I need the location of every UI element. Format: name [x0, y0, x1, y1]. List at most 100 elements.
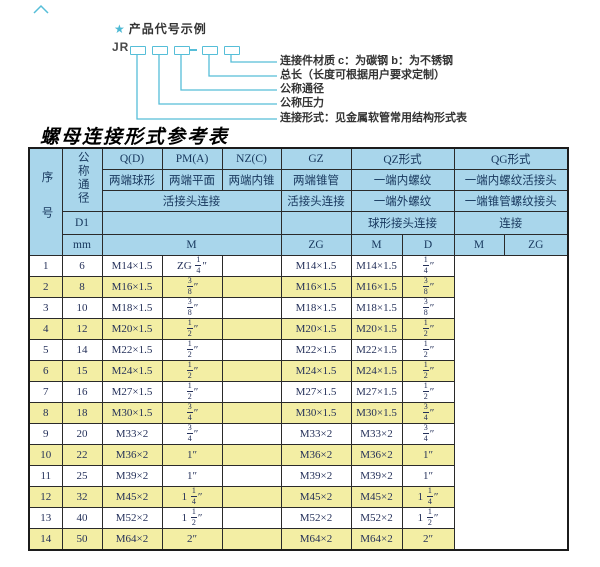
cell-qg-zg: 3 8 ″ [401, 296, 455, 319]
table-row: 4 12 M20×1.5 1 2 ″ M20×1.5 M20×1.5 1 2 ″ [28, 317, 568, 340]
cell-dn: 6 [61, 254, 103, 277]
cell-gz-zg: 3 4 ″ [161, 401, 223, 424]
col-header-m: M [101, 233, 282, 256]
col-header-d1: D1 [61, 210, 103, 235]
empty-cell [101, 210, 282, 235]
code-box [130, 46, 146, 55]
cell-m: M16×1.5 [101, 275, 163, 298]
cell-qz-d: M52×2 [280, 506, 352, 529]
cell-qg-m: M45×2 [350, 485, 403, 508]
cell-qg-zg: 1 4 ″ [401, 254, 455, 277]
cell-m: M22×1.5 [101, 338, 163, 361]
unit-mm: mm [61, 233, 103, 256]
cell-qz-d: M20×1.5 [280, 317, 352, 340]
cell-gz-zg: 1 2 ″ [161, 317, 223, 340]
cell-dn: 22 [61, 443, 103, 466]
cell-qz-m [221, 317, 282, 340]
leader-line [180, 54, 277, 91]
cell-gz-zg: 1″ [161, 443, 223, 466]
table-row: 9 20 M33×2 3 4 ″ M33×2 M33×2 3 4 ″ [28, 422, 568, 445]
qz-description-2: 一端外螺纹 [350, 189, 455, 212]
cell-qz-m [221, 506, 282, 529]
cell-qz-d: M24×1.5 [280, 359, 352, 382]
cell-dn: 18 [61, 401, 103, 424]
cell-no: 12 [28, 485, 63, 508]
cell-no: 10 [28, 443, 63, 466]
table-container: 序号 公称通径 Q(D) PM(A) NZ(C) GZ QZ形式 QG形式 两端… [28, 147, 569, 551]
cell-m: M52×2 [101, 506, 163, 529]
code-box [174, 46, 190, 55]
cell-qg-m: M27×1.5 [350, 380, 403, 403]
cell-qz-d: M45×2 [280, 485, 352, 508]
cell-qg-m: M39×2 [350, 464, 403, 487]
table-row: 5 14 M22×1.5 1 2 ″ M22×1.5 M22×1.5 1 2 ″ [28, 338, 568, 361]
col-header-qz-d: D [401, 233, 455, 256]
cell-no: 9 [28, 422, 63, 445]
cell-m: M45×2 [101, 485, 163, 508]
cell-qz-d: M14×1.5 [280, 254, 352, 277]
col-header-qd: Q(D) [101, 147, 163, 170]
code-box [152, 46, 168, 55]
cell-no: 7 [28, 380, 63, 403]
code-label-connection-form: 连接形式：见金属软管常用结构形式表 [280, 112, 467, 124]
cell-qz-m [221, 275, 282, 298]
qg-description-1: 一端内螺纹活接头 [453, 168, 569, 191]
cell-m: M39×2 [101, 464, 163, 487]
col-header-pma: PM(A) [161, 147, 223, 170]
cell-gz-zg: 1″ [161, 464, 223, 487]
cell-dn: 40 [61, 506, 103, 529]
cell-qz-m [221, 380, 282, 403]
table-row: 13 40 M52×2 1 1 2 ″ M52×2 M52×2 1 1 2 ″ [28, 506, 568, 529]
qd-description: 两端球形 [101, 168, 163, 191]
table-row: 2 8 M16×1.5 3 8 ″ M16×1.5 M16×1.5 3 8 ″ [28, 275, 568, 298]
col-header-nominal-diameter: 公称通径 [61, 147, 103, 212]
section-heading: ★ 产品代号示例 [114, 20, 207, 37]
cell-m: M24×1.5 [101, 359, 163, 382]
code-dash [190, 49, 197, 51]
empty-cell [280, 210, 352, 235]
cell-m: M20×1.5 [101, 317, 163, 340]
cell-qg-m: M24×1.5 [350, 359, 403, 382]
cell-qg-zg: 1 2 ″ [401, 317, 455, 340]
cell-qz-d: M33×2 [280, 422, 352, 445]
cell-qg-m: M20×1.5 [350, 317, 403, 340]
cell-gz-zg: 1 1 4 ″ [161, 485, 223, 508]
cell-no: 11 [28, 464, 63, 487]
cell-gz-zg: ZG 1 4 ″ [161, 254, 223, 277]
cell-qz-m [221, 443, 282, 466]
table-header: 序号 公称通径 Q(D) PM(A) NZ(C) GZ QZ形式 QG形式 两端… [28, 147, 569, 256]
qz-connection-label: 球形接头连接 [350, 210, 455, 235]
cell-dn: 50 [61, 527, 103, 550]
leader-line [158, 54, 277, 105]
cell-qz-d: M39×2 [280, 464, 352, 487]
code-prefix: JR [112, 40, 130, 54]
cell-dn: 10 [61, 296, 103, 319]
cell-qg-m: M16×1.5 [350, 275, 403, 298]
cell-dn: 20 [61, 422, 103, 445]
cell-no: 8 [28, 401, 63, 424]
table-row: 12 32 M45×2 1 1 4 ″ M45×2 M45×2 1 1 4 ″ [28, 485, 568, 508]
cell-qg-m: M22×1.5 [350, 338, 403, 361]
cell-qz-m [221, 338, 282, 361]
cell-no: 13 [28, 506, 63, 529]
cell-qz-d: M22×1.5 [280, 338, 352, 361]
table-row: 3 10 M18×1.5 3 8 ″ M18×1.5 M18×1.5 3 8 ″ [28, 296, 568, 319]
cell-qz-m [221, 254, 282, 277]
cell-qg-m: M36×2 [350, 443, 403, 466]
table-row: 7 16 M27×1.5 1 2 ″ M27×1.5 M27×1.5 1 2 ″ [28, 380, 568, 403]
cell-qz-m [221, 296, 282, 319]
code-box [224, 46, 240, 55]
col-header-nzc: NZ(C) [221, 147, 282, 170]
table-body: 1 6 M14×1.5 ZG 1 4 ″ M14×1.5 M14×1.5 1 4 ″ 2 8 M16×1.… [28, 254, 568, 550]
cell-qg-zg: 1 2 ″ [401, 338, 455, 361]
cell-qg-zg: 3 4 ″ [401, 422, 455, 445]
cell-qg-zg: 1″ [401, 443, 455, 466]
code-box [202, 46, 218, 55]
cell-no: 4 [28, 317, 63, 340]
cell-qz-d: M36×2 [280, 443, 352, 466]
col-header-qg-zg: ZG [503, 233, 569, 256]
cell-qg-m: M33×2 [350, 422, 403, 445]
cell-gz-zg: 3 8 ″ [161, 275, 223, 298]
cell-qz-m [221, 359, 282, 382]
nzc-description: 两端内锥 [221, 168, 282, 191]
